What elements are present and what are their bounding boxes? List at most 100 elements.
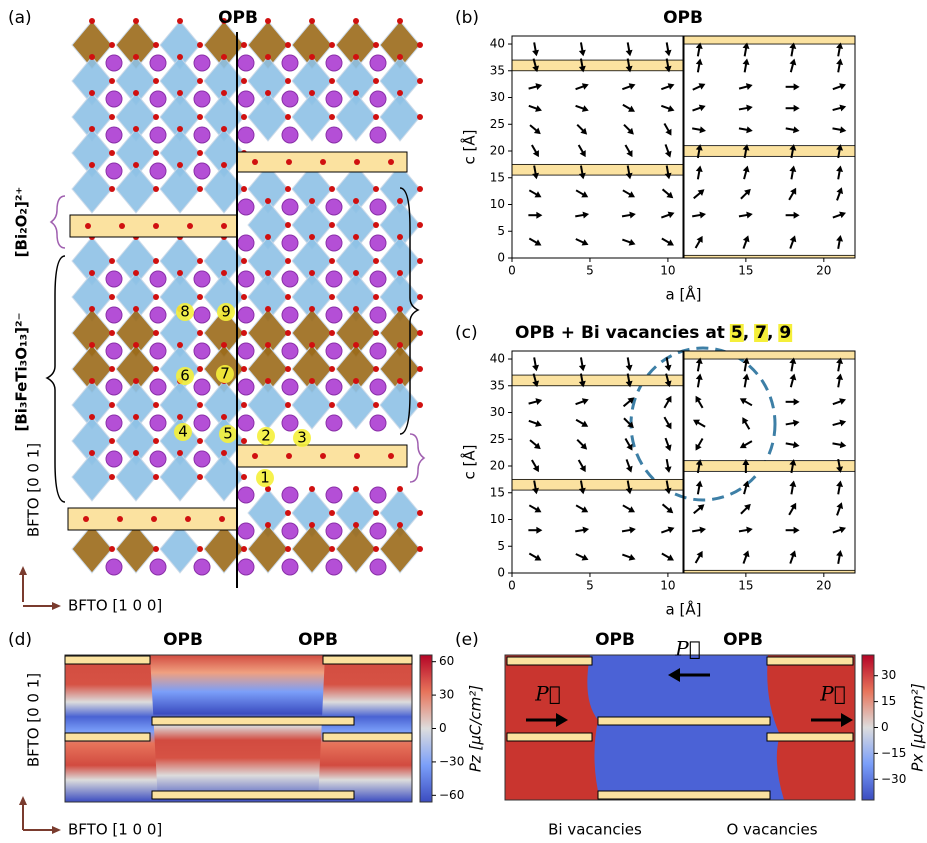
oxygen <box>83 516 89 522</box>
polarization-arrow <box>696 236 703 248</box>
polarization-arrow <box>789 503 796 515</box>
arrow-head <box>746 105 753 112</box>
oxygen <box>89 54 95 60</box>
polarization-arrow <box>623 505 635 512</box>
colorbar-tick-label: −15 <box>881 746 906 760</box>
bismuth <box>106 127 122 143</box>
panel-label: (c) <box>455 323 478 343</box>
polarization-arrow <box>696 439 703 451</box>
oxygen <box>221 126 227 132</box>
polarization-arrow <box>530 125 541 134</box>
oxygen <box>153 330 159 336</box>
panel-title: OPB <box>723 630 763 650</box>
bismuth <box>194 415 210 431</box>
y-tick-label: 25 <box>490 432 505 446</box>
layer-band <box>684 351 856 359</box>
polarization-arrow <box>696 374 703 388</box>
layer-band <box>684 36 856 44</box>
arrow-head <box>746 83 753 90</box>
panel-label: (d) <box>8 630 32 650</box>
bismuth <box>370 523 386 539</box>
oxygen <box>109 150 115 156</box>
polarization-arrow <box>741 189 751 199</box>
polarization-arrow <box>663 504 674 513</box>
arrow-head <box>836 59 843 66</box>
y-tick-label: 40 <box>490 352 505 366</box>
polarization-arrow <box>576 398 589 405</box>
panel-title: OPB <box>218 8 258 28</box>
site-label: 6 <box>180 367 190 385</box>
polarization-arrow <box>661 105 674 112</box>
oxygen <box>133 306 139 312</box>
bismuth <box>194 55 210 71</box>
axis-label: BFTO [0 0 1] <box>25 443 43 537</box>
polarization-arrow <box>694 504 705 513</box>
arrow-head <box>665 466 672 473</box>
polarization-arrow <box>622 239 635 246</box>
polarization-arrow <box>528 212 542 219</box>
oxygen <box>309 18 315 24</box>
oxygen <box>197 114 203 120</box>
polarization-arrow <box>663 189 674 198</box>
layer-bar <box>767 733 853 741</box>
bismuth <box>150 127 166 143</box>
oxygen <box>241 330 247 336</box>
polarization-arrow <box>789 166 796 180</box>
oxygen <box>309 54 315 60</box>
bismuth <box>150 307 166 323</box>
polarization-arrow <box>789 42 796 56</box>
oxygen <box>353 90 359 96</box>
polarization-arrow <box>696 396 703 408</box>
oxygen <box>197 42 203 48</box>
polarization-arrow <box>743 235 750 248</box>
arrow-head <box>794 105 800 112</box>
bismuth <box>326 415 342 431</box>
panel-label: (b) <box>455 8 479 28</box>
polarization-arrow <box>740 441 752 448</box>
bismuth <box>106 55 122 71</box>
oxygen <box>397 342 403 348</box>
oxygen <box>353 306 359 312</box>
oxygen <box>133 342 139 348</box>
y-tick-label: 30 <box>490 405 505 419</box>
oxygen <box>388 453 394 459</box>
bismuth <box>282 235 298 251</box>
polarization-arrow <box>786 83 800 90</box>
oxygen <box>329 222 335 228</box>
oxygen <box>329 366 335 372</box>
polarization-arrow <box>696 166 703 180</box>
x-axis-label: a [Å] <box>666 600 702 619</box>
oxygen <box>329 114 335 120</box>
oxygen <box>417 294 423 300</box>
bismuth <box>326 343 342 359</box>
oxygen <box>221 450 227 456</box>
oxygen <box>133 90 139 96</box>
layer-band <box>684 146 856 157</box>
bismuth <box>238 487 254 503</box>
x-tick-label: 5 <box>586 264 594 278</box>
bismuth <box>194 379 210 395</box>
axis-arrow-head <box>52 602 61 610</box>
bismuth <box>150 163 166 179</box>
axis-label: BFTO [0 0 1] <box>25 673 43 767</box>
polarization-arrow <box>665 459 672 473</box>
y-axis-label: c [Å] <box>460 445 479 480</box>
oxygen <box>397 90 403 96</box>
oxygen <box>353 522 359 528</box>
bismuth <box>194 127 210 143</box>
bismuth <box>326 55 342 71</box>
polarization-arrow <box>836 235 843 249</box>
oxygen <box>241 78 247 84</box>
panel-label: (e) <box>455 630 479 650</box>
oxygen <box>241 294 247 300</box>
polarization-arrow <box>692 126 706 133</box>
bismuth <box>238 307 254 323</box>
oxygen <box>353 234 359 240</box>
polarization-arrow <box>790 59 797 73</box>
layer-bar <box>323 656 412 664</box>
oxygen <box>153 223 159 229</box>
arrow-head <box>626 365 633 372</box>
x-tick-label: 20 <box>816 579 831 593</box>
arrow-head <box>532 365 539 372</box>
layer-bar <box>598 791 770 799</box>
